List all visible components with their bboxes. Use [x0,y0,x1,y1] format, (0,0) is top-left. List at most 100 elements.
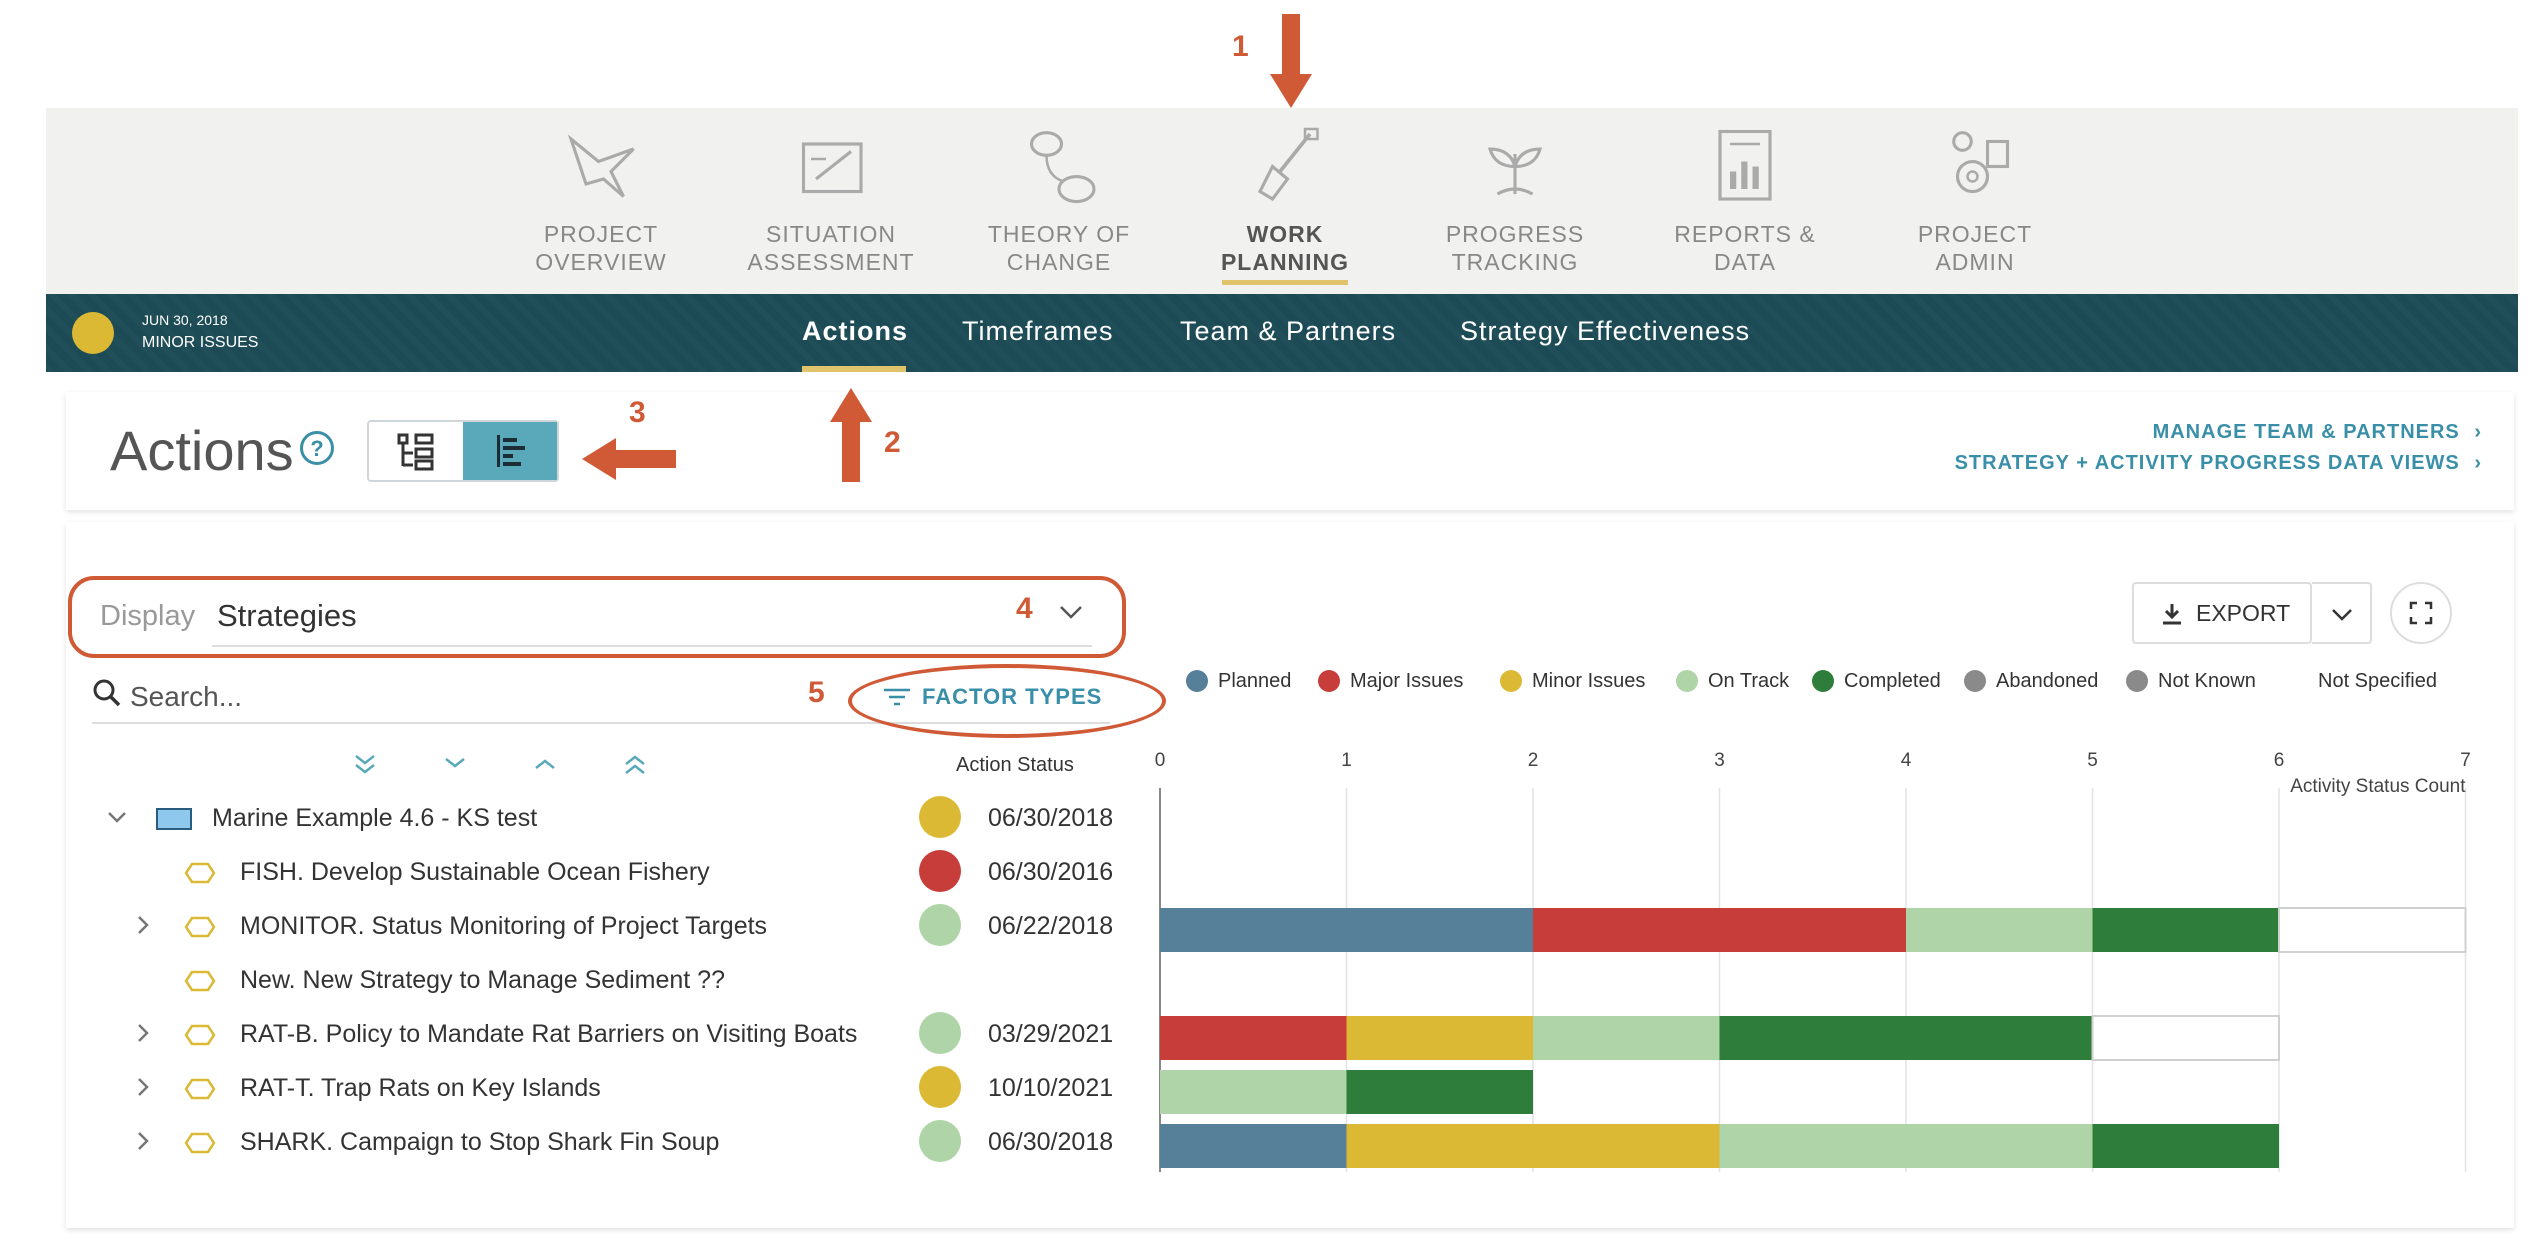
bar-segment-completed [1719,1016,2093,1060]
list-item[interactable]: RAT-B. Policy to Mandate Rat Barriers on… [90,1010,1120,1062]
strategy-hexagon-icon [184,1024,216,1046]
module-label-line: OVERVIEW [535,249,667,275]
module-label: WORK PLANNING [1170,220,1400,276]
module-label-line: REPORTS & [1674,221,1816,247]
fullscreen-button[interactable] [2390,582,2452,644]
drawing-board-icon [801,142,863,194]
legend-label: Minor Issues [1532,670,1646,692]
bar-segment-planned [1160,1124,1347,1168]
list-item-label: SHARK. Campaign to Stop Shark Fin Soup [240,1128,720,1156]
annotation-factor-types-outline [848,664,1166,738]
module-label: PROJECT ADMIN [1860,220,2090,276]
module-planning[interactable]: WORK PLANNING [1170,108,1400,294]
annotation-1: 1 [1232,30,1249,63]
bar-segment-on-track [1160,1070,1347,1114]
expand-all-icon[interactable] [352,752,378,778]
flow-bubbles-icon [1029,131,1096,204]
bar-segment-minor [1346,1016,1533,1060]
tab-team-partners[interactable]: Team & Partners [1180,316,1397,346]
action-status-dot [919,796,961,838]
activity-status-chart: 0 1 2 3 4 5 6 7 Activity Status Count [1155,750,2471,1172]
chevron-right-icon[interactable] [132,1130,154,1152]
annotation-3: 3 [629,396,646,429]
project-status-dot [72,312,114,354]
legend-label: Major Issues [1350,670,1464,692]
progress-data-views-link[interactable]: STRATEGY + ACTIVITY PROGRESS DATA VIEWS … [1955,452,2482,475]
tree-view-icon [397,433,434,471]
module-change[interactable]: THEORY OF CHANGE [944,108,1174,294]
bar-segment-planned [1160,908,1533,952]
legend-label: Not Known [2158,670,2256,692]
chevron-down-icon[interactable] [106,806,128,828]
module-bar [46,108,2518,294]
tab-timeframes[interactable]: Timeframes [962,316,1114,346]
legend-label: Planned [1218,670,1292,692]
page-title: Actions [110,419,294,482]
module-tracking[interactable]: PROGRESS TRACKING [1400,108,1630,294]
legend-item: Not Specified [2318,670,2437,693]
legend-item: Major Issues [1318,670,1463,693]
collapse-all-icon[interactable] [622,752,648,778]
list-item[interactable]: FISH. Develop Sustainable Ocean Fishery 0… [90,848,1120,900]
list-item[interactable]: Marine Example 4.6 - KS test 06/30/2018 [90,794,1120,846]
legend-item: Completed [1812,670,1941,693]
admin-gear-icon [1952,131,2010,194]
module-label-line: ASSESSMENT [747,249,915,275]
legend-label: Abandoned [1996,670,2099,692]
list-item[interactable]: New. New Strategy to Manage Sediment ?? [90,956,1120,1008]
tab-actions[interactable]: Actions [802,316,909,346]
x-tick-label: 7 [2460,750,2471,771]
module-label: PROJECT OVERVIEW [486,220,716,276]
active-module-indicator [1222,280,1348,285]
action-status-dot [919,904,961,946]
module-label: THEORY OF CHANGE [944,220,1174,276]
export-options-button[interactable] [2312,582,2372,644]
display-select[interactable]: Strategies [217,598,357,633]
list-item[interactable]: SHARK. Campaign to Stop Shark Fin Soup 06… [90,1118,1120,1170]
export-button[interactable]: EXPORT [2132,582,2312,644]
annotation-4: 4 [1016,592,1033,625]
help-icon[interactable]: ? [300,431,334,465]
chevron-down-icon[interactable] [1058,602,1084,622]
action-status-date: 06/30/2016 [988,858,1114,886]
gantt-view-icon [497,435,525,467]
module-assessment[interactable]: SITUATION ASSESSMENT [716,108,946,294]
module-label: SITUATION ASSESSMENT [716,220,946,276]
list-item[interactable]: RAT-T. Trap Rats on Key Islands 10/10/202… [90,1064,1120,1116]
action-status-dot [919,1120,961,1162]
collapse-one-level-icon[interactable] [532,754,558,774]
chevron-right-icon[interactable] [132,914,154,936]
module-admin[interactable]: PROJECT ADMIN [1860,108,2090,294]
display-divider [212,645,1092,647]
legend-swatch [1186,670,1208,692]
manage-team-link[interactable]: MANAGE TEAM & PARTNERS › [2153,421,2482,444]
legend-swatch [2126,670,2148,692]
bar-segment-completed [1346,1070,1533,1114]
action-status-header: Action Status [956,754,1074,776]
tree-view-button[interactable] [369,422,461,480]
bird-icon [567,134,635,198]
gantt-view-button[interactable] [463,422,557,480]
action-status-date: 06/22/2018 [988,912,1114,940]
search-input[interactable]: Search... [130,681,243,712]
report-chart-icon [1718,129,1772,201]
module-data[interactable]: REPORTS & DATA [1630,108,1860,294]
x-tick-label: 4 [1901,750,1912,771]
tab-strategy-effectiveness[interactable]: Strategy Effectiveness [1460,316,1751,346]
chevron-right-icon[interactable] [132,1076,154,1098]
active-tab-indicator [802,366,906,372]
module-label-line: SITUATION [766,221,896,247]
expand-one-level-icon[interactable] [442,754,468,774]
action-status-dot [919,1066,961,1108]
export-label: EXPORT [2196,600,2291,626]
module-label-line: PROGRESS [1445,221,1585,247]
chevron-right-icon[interactable] [132,1022,154,1044]
legend-item: Not Known [2126,670,2256,693]
annotation-arrow-up [830,388,872,482]
legend-item: Minor Issues [1500,670,1645,693]
list-item[interactable]: MONITOR. Status Monitoring of Project Ta… [90,902,1120,954]
list-item-label: RAT-T. Trap Rats on Key Islands [240,1074,601,1102]
module-overview[interactable]: PROJECT OVERVIEW [486,108,716,294]
chevron-right-icon: › [2474,421,2482,443]
legend-label: Completed [1844,670,1941,692]
